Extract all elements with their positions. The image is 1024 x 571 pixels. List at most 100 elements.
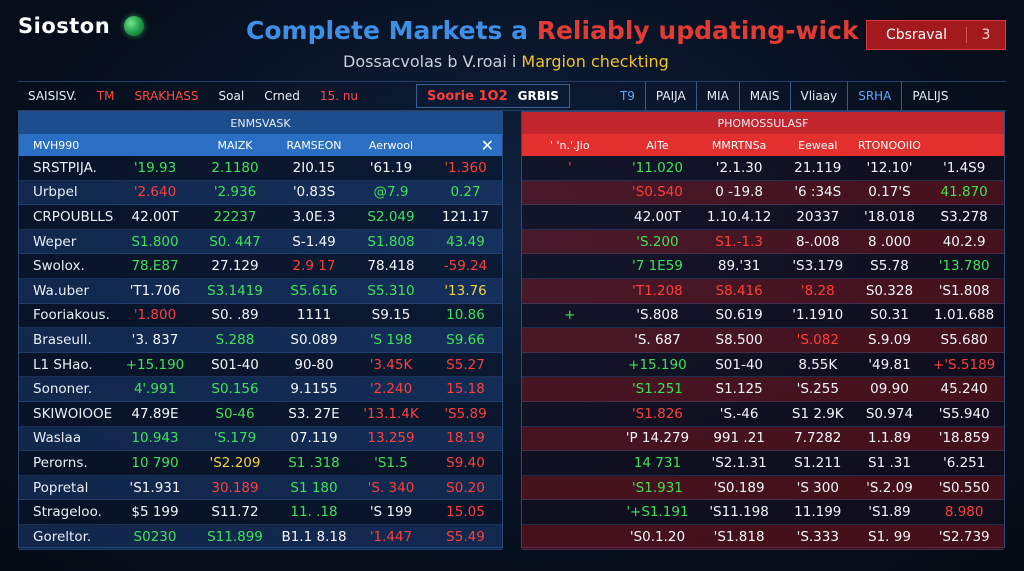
tab-right-3[interactable]: MAIS (738, 82, 790, 110)
column-header[interactable]: ' 'n.'.Jio (550, 138, 590, 152)
table-cell: 45.240 (940, 381, 988, 398)
status-pill[interactable]: Soorie 1O2 GRBIS (416, 84, 570, 108)
table-row[interactable]: 42.00T 1.10.4.12 20337 '18.018 S3.278 (522, 205, 1004, 230)
table-cell: Swolox. (33, 258, 85, 275)
table-row[interactable]: Popretal 'S1.931 30.189 S1 180 'S. 340 S0.20 (19, 475, 502, 501)
table-row[interactable]: L1 SHao. +15.190 S01-40 90-80 '3.45K S5.27 (19, 352, 502, 378)
table-row[interactable]: Strageloo. $5 199 S11.72 11. .18 'S 199 15.05 (19, 500, 502, 525)
table-row[interactable]: Perorns. 10 790 'S2.209 S1 .318 'S1.5 S9.40 (19, 451, 502, 476)
table-cell: $5 199 (131, 504, 179, 521)
table-cell: 'S.2.09 (866, 479, 913, 496)
right-panel-header: ' 'n.'.Jio AITe MMRTNSa Eeweal RTONOOIIO (522, 134, 1004, 156)
tab-left-1[interactable]: TM (96, 89, 115, 103)
table-row[interactable]: ' '11.020 '2.1.30 21.119 '12.10' '1.4S9 (522, 156, 1004, 181)
table-cell: 'S0.189 (713, 479, 765, 496)
table-cell: 10.86 (446, 307, 485, 324)
table-cell: S1 2.9K (791, 405, 844, 422)
left-panel-title: ENMSVASK (19, 112, 502, 134)
table-cell: S1.808 (367, 233, 415, 250)
table-cell: '1.800 (133, 307, 177, 324)
table-row[interactable]: Urbpel '2.640 '2.936 '0.83S @7.9 0.27 (19, 180, 502, 206)
table-cell: SKIWOIOOE (33, 405, 113, 422)
table-cell: 'S1.251 (631, 381, 683, 398)
observe-button[interactable]: Cbsraval 3 (866, 20, 1006, 50)
close-icon[interactable]: ✕ (480, 136, 494, 155)
left-table-body: SRSTPIJA. '19.93 2.1180 2I0.15 '61.19 '1.360 U… (19, 156, 502, 550)
table-row[interactable]: 'S1.931 'S0.189 'S 300 'S.2.09 'S0.550 (522, 475, 1004, 501)
column-header[interactable]: RTONOOIIO (858, 138, 921, 152)
column-header[interactable]: MVH990 (33, 138, 80, 152)
table-row[interactable]: Weper S1.800 S0. 447 S-1.49 S1.808 43.49 (19, 229, 502, 255)
column-header[interactable]: MAIZK (217, 138, 253, 152)
table-row[interactable]: 'S.200 S1.-1.3 8-.008 8 .000 40.2.9 (522, 229, 1004, 255)
column-header[interactable]: MMRTNSa (711, 138, 767, 152)
column-header[interactable]: Eeweal (798, 138, 838, 152)
table-row[interactable]: +15.190 S01-40 8.55K '49.81 +'S.5189 (522, 352, 1004, 378)
right-market-panel: PHOMOSSULASF ' 'n.'.Jio AITe MMRTNSa Eew… (521, 111, 1005, 550)
table-row[interactable]: Waslaa 10.943 'S.179 07.119 13.259 18.19 (19, 426, 502, 452)
observe-button-label: Cbsraval (867, 27, 967, 43)
table-row[interactable]: 'T1.208 S8.416 '8.28 S0.328 'S1.808 (522, 278, 1004, 304)
table-cell: 41.870 (940, 184, 988, 201)
table-cell: S5.78 (870, 258, 909, 275)
column-header[interactable]: Aerwool (368, 138, 414, 152)
table-cell: S8.500 (715, 331, 763, 348)
table-row[interactable]: Wa.uber 'T1.706 S3.1419 S5.616 S5.310 '13.76 (19, 278, 502, 304)
table-cell: 8-.008 (796, 233, 840, 250)
table-row[interactable]: Goreltor. S0230 S11.899 B1.1 8.18 '1.447 S5.4… (19, 524, 502, 550)
table-cell: 'S1.826 (631, 405, 683, 422)
table-row[interactable]: CRPOUBLLS. 42.00T 22237 3.0E.3 S2.049 121.17 (19, 205, 502, 230)
table-row[interactable]: Sononer. 4'.991 S0.156 9.1155 '2.240 15.18 (19, 377, 502, 402)
table-cell: Popretal (33, 479, 89, 496)
table-cell: 'S 300 (796, 479, 839, 496)
tab-left-2[interactable]: SRAKHASS (134, 89, 199, 103)
tab-left-3[interactable]: Soal (218, 89, 245, 103)
column-header[interactable]: RAMSEON (286, 138, 342, 152)
column-header[interactable]: AITe (646, 138, 669, 152)
table-cell: 'S0.1.20 (629, 528, 686, 545)
table-row[interactable]: SRSTPIJA. '19.93 2.1180 2I0.15 '61.19 '1.360 (19, 156, 502, 181)
table-row[interactable]: '7 1E59 89.'31 'S3.179 S5.78 '13.780 (522, 254, 1004, 279)
table-cell: S0.328 (865, 282, 914, 299)
tab-right-4[interactable]: Vliaay (789, 82, 848, 110)
table-cell: S0. 447 (209, 233, 261, 250)
tab-left-4[interactable]: Crned (264, 89, 300, 103)
table-row[interactable]: 'S1.251 S1.125 'S.255 09.90 45.240 (522, 377, 1004, 402)
tab-left-0[interactable]: SAISISV. (28, 89, 77, 103)
tab-right-6[interactable]: PALIJS (901, 82, 958, 110)
table-cell: '61.19 (369, 159, 413, 176)
table-row[interactable]: SKIWOIOOE 47.89E S0-46 S3. 27E '13.1.4K 'S5.8… (19, 401, 502, 427)
table-cell: '11.020 (631, 159, 683, 176)
tab-left-5[interactable]: 15. nu (319, 89, 359, 103)
table-cell: Sononer. (33, 381, 93, 398)
table-cell: '1.1910 (792, 307, 844, 324)
brand: Sioston (18, 14, 145, 38)
table-cell: 'S1.931 (129, 479, 181, 496)
table-cell: 0 -19.8 (715, 184, 764, 201)
table-row[interactable]: 'S0.1.20 'S1.818 'S.333 S1. 99 'S2.739 (522, 524, 1004, 550)
table-row[interactable]: Braseull. '3. 837 S.288 S0.089 'S 198 S9.66 (19, 328, 502, 353)
table-row[interactable]: 14 731 'S2.1.31 S1.211 S1 .31 '6.251 (522, 451, 1004, 476)
table-row[interactable]: 'S0.S40 0 -19.8 '6 :34S 0.17'S 41.870 (522, 180, 1004, 206)
table-cell: CRPOUBLLS. (33, 208, 115, 225)
table-cell: 'S.333 (796, 528, 839, 545)
table-row[interactable]: 'S1.826 'S.-46 S1 2.9K S0.974 'S5.940 (522, 401, 1004, 427)
table-cell: 2.9 17 (292, 258, 336, 275)
table-cell: 43.49 (446, 233, 485, 250)
table-cell: Waslaa (33, 430, 82, 447)
tab-right-5[interactable]: SRHA (847, 82, 901, 110)
table-row[interactable]: 'P 14.279 991 .21 7.7282 1.1.89 '18.859 (522, 426, 1004, 452)
table-row[interactable]: 'S. 687 S8.500 'S.082 S.9.09 S5.680 (522, 328, 1004, 353)
table-row[interactable]: Fooriakous. '1.800 S0. .89 1111 S9.15 10.86 (19, 303, 502, 329)
table-row[interactable]: + 'S.808 S0.619 '1.1910 S0.31 1.01.688 (522, 303, 1004, 329)
tab-right-0[interactable]: T9 (619, 89, 635, 103)
table-cell: 'S 198 (369, 331, 413, 348)
tab-right-1[interactable]: PAIJA (644, 82, 696, 110)
tab-right-2[interactable]: MIA (695, 82, 739, 110)
right-panel-title: PHOMOSSULASF (522, 112, 1004, 134)
table-row[interactable]: Swolox. 78.E87 27.129 2.9 17 78.418 -59.24 (19, 254, 502, 279)
table-cell: '1.360 (444, 159, 487, 176)
table-cell: 07.119 (290, 430, 338, 447)
title-part-3: updating-wick (649, 16, 859, 45)
table-row[interactable]: '+S1.191 'S11.198 11.199 'S1.89 8.980 (522, 500, 1004, 525)
